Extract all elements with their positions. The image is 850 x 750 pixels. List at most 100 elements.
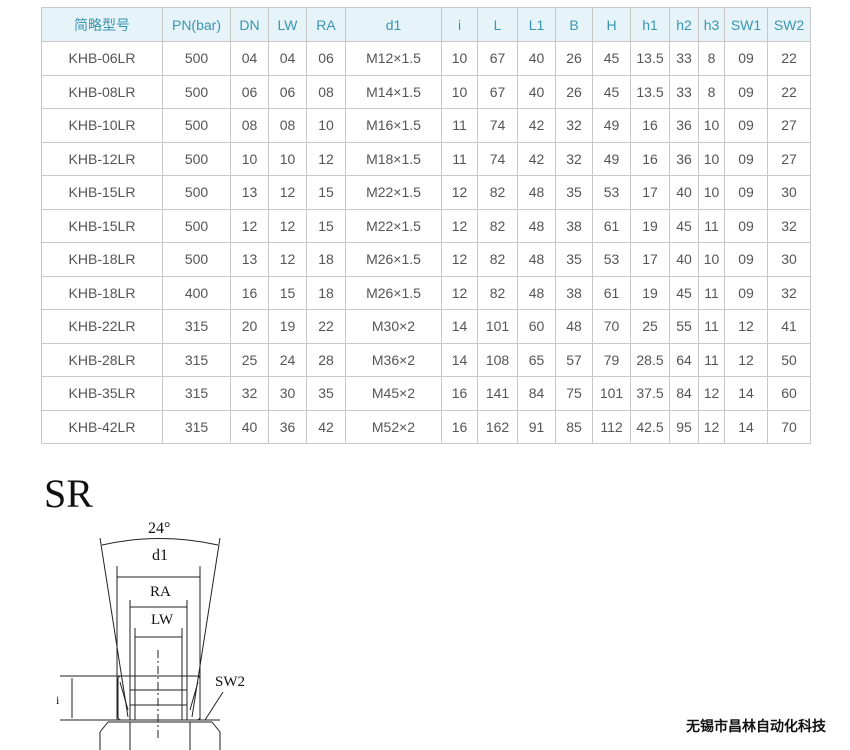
- table-cell: 11: [698, 208, 725, 243]
- table-cell: 11: [698, 275, 725, 310]
- table-cell: 33: [669, 41, 699, 76]
- table-row: KHB-12LR 500 10 10 12 M18×1.5 11 74 42 32 49 16 36 10…: [41, 141, 811, 176]
- table-cell: 12: [441, 242, 478, 277]
- table-cell: 45: [669, 208, 699, 243]
- table-cell: 85: [555, 409, 593, 444]
- table-cell: 12: [441, 175, 478, 210]
- table-cell: 25: [630, 309, 670, 344]
- table-cell: M36×2: [345, 342, 442, 377]
- table-cell: 10: [230, 141, 269, 176]
- table-cell: 18: [306, 275, 346, 310]
- column-header: LW: [268, 7, 307, 42]
- table-cell: 38: [555, 208, 593, 243]
- table-cell: 16: [441, 409, 478, 444]
- table-cell: 49: [592, 141, 631, 176]
- table-cell: 10: [441, 74, 478, 109]
- lw-label: LW: [151, 612, 174, 628]
- table-cell: 400: [162, 275, 231, 310]
- table-cell: 22: [767, 74, 811, 109]
- table-cell: 10: [698, 108, 725, 143]
- table-cell: 32: [767, 208, 811, 243]
- table-cell: 41: [767, 309, 811, 344]
- table-cell: 42.5: [630, 409, 670, 444]
- table-cell: 26: [555, 74, 593, 109]
- table-cell: 14: [441, 309, 478, 344]
- table-cell: 12: [724, 342, 768, 377]
- table-cell: 09: [724, 74, 768, 109]
- table-cell: 14: [724, 376, 768, 411]
- table-cell: 19: [268, 309, 307, 344]
- table-cell: 22: [767, 41, 811, 76]
- table-cell: 42: [517, 141, 556, 176]
- table-cell: 22: [306, 309, 346, 344]
- angle-label: 24°: [148, 520, 170, 537]
- table-cell: 35: [555, 175, 593, 210]
- table-cell: 61: [592, 208, 631, 243]
- table-cell: 53: [592, 175, 631, 210]
- table-cell: 48: [517, 242, 556, 277]
- table-cell: 28.5: [630, 342, 670, 377]
- table-cell: 95: [669, 409, 699, 444]
- table-cell: 60: [767, 376, 811, 411]
- table-cell: 45: [669, 275, 699, 310]
- table-cell: 26: [555, 41, 593, 76]
- table-cell: M30×2: [345, 309, 442, 344]
- table-cell: 112: [592, 409, 631, 444]
- company-name: 无锡市昌林自动化科技: [686, 718, 826, 734]
- table-cell: KHB-15LR: [41, 175, 163, 210]
- table-cell: 315: [162, 409, 231, 444]
- table-cell: 09: [724, 108, 768, 143]
- table-cell: KHB-42LR: [41, 409, 163, 444]
- sr-fitting-diagram: 24° d1 RA LW i SW2: [56, 520, 245, 750]
- table-row: KHB-18LR 500 13 12 18 M26×1.5 12 82 48 35 53 17 40 10…: [41, 242, 811, 277]
- column-header: B: [555, 7, 593, 42]
- table-cell: 64: [669, 342, 699, 377]
- table-cell: 82: [477, 242, 518, 277]
- table-cell: 33: [669, 74, 699, 109]
- table-row: KHB-35LR 315 32 30 35 M45×2 16 141 84 75 101 37.5 84…: [41, 376, 811, 411]
- table-cell: 30: [767, 242, 811, 277]
- table-cell: 11: [441, 108, 478, 143]
- i-label: i: [56, 693, 60, 707]
- table-cell: M26×1.5: [345, 275, 442, 310]
- table-cell: 12: [268, 242, 307, 277]
- table-cell: 315: [162, 342, 231, 377]
- table-cell: 10: [698, 242, 725, 277]
- table-cell: 09: [724, 275, 768, 310]
- table-cell: 12: [698, 376, 725, 411]
- table-cell: 27: [767, 108, 811, 143]
- table-cell: 13.5: [630, 74, 670, 109]
- table-cell: 13: [230, 242, 269, 277]
- table-cell: 40: [517, 74, 556, 109]
- table-cell: KHB-12LR: [41, 141, 163, 176]
- table-cell: M16×1.5: [345, 108, 442, 143]
- table-cell: 10: [698, 141, 725, 176]
- table-cell: 42: [517, 108, 556, 143]
- table-cell: 12: [441, 275, 478, 310]
- table-cell: 61: [592, 275, 631, 310]
- table-row: KHB-28LR 315 25 24 28 M36×2 14 108 65 57 79 28.5 64 1…: [41, 342, 811, 377]
- column-header: d1: [345, 7, 442, 42]
- table-cell: KHB-35LR: [41, 376, 163, 411]
- table-cell: 75: [555, 376, 593, 411]
- table-cell: KHB-10LR: [41, 108, 163, 143]
- table-cell: 15: [268, 275, 307, 310]
- table-cell: 08: [306, 74, 346, 109]
- table-cell: 82: [477, 275, 518, 310]
- table-cell: 20: [230, 309, 269, 344]
- table-cell: M22×1.5: [345, 208, 442, 243]
- table-cell: 45: [592, 74, 631, 109]
- table-cell: 12: [306, 141, 346, 176]
- table-cell: M12×1.5: [345, 41, 442, 76]
- column-header: i: [441, 7, 478, 42]
- table-cell: M26×1.5: [345, 242, 442, 277]
- table-cell: 53: [592, 242, 631, 277]
- table-cell: 12: [230, 208, 269, 243]
- table-cell: 500: [162, 74, 231, 109]
- table-cell: 36: [268, 409, 307, 444]
- table-cell: 12: [698, 409, 725, 444]
- table-cell: KHB-22LR: [41, 309, 163, 344]
- table-cell: 65: [517, 342, 556, 377]
- table-cell: 08: [268, 108, 307, 143]
